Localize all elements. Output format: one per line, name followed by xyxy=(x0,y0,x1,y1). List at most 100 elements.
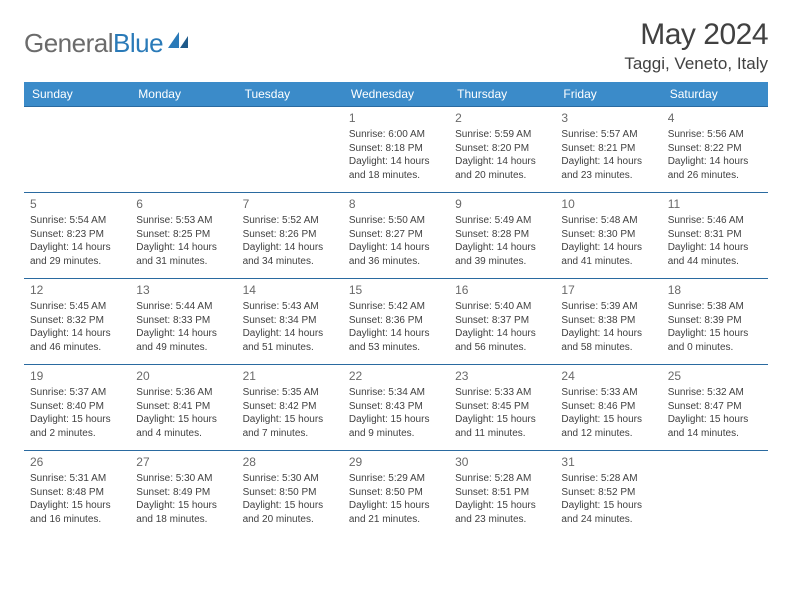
calendar-table: SundayMondayTuesdayWednesdayThursdayFrid… xyxy=(24,82,768,537)
sunset-line: Sunset: 8:38 PM xyxy=(561,314,655,328)
sunset-line: Sunset: 8:43 PM xyxy=(349,400,443,414)
sunrise-line: Sunrise: 5:29 AM xyxy=(349,472,443,486)
daylight-line-2: and 51 minutes. xyxy=(243,341,337,355)
daylight-line-1: Daylight: 15 hours xyxy=(243,413,337,427)
daylight-line-1: Daylight: 14 hours xyxy=(243,327,337,341)
daylight-line-1: Daylight: 15 hours xyxy=(561,413,655,427)
calendar-day-cell xyxy=(130,107,236,193)
daylight-line-2: and 0 minutes. xyxy=(668,341,762,355)
day-number: 5 xyxy=(30,196,124,212)
day-number: 7 xyxy=(243,196,337,212)
sunrise-line: Sunrise: 5:50 AM xyxy=(349,214,443,228)
day-number: 20 xyxy=(136,368,230,384)
daylight-line-1: Daylight: 14 hours xyxy=(349,241,443,255)
sunset-line: Sunset: 8:37 PM xyxy=(455,314,549,328)
sunrise-line: Sunrise: 5:38 AM xyxy=(668,300,762,314)
sunrise-line: Sunrise: 5:42 AM xyxy=(349,300,443,314)
daylight-line-1: Daylight: 14 hours xyxy=(561,155,655,169)
day-number: 2 xyxy=(455,110,549,126)
day-number: 21 xyxy=(243,368,337,384)
daylight-line-1: Daylight: 15 hours xyxy=(349,413,443,427)
calendar-day-cell: 5 Sunrise: 5:54 AMSunset: 8:23 PMDaylight… xyxy=(24,193,130,279)
daylight-line-1: Daylight: 14 hours xyxy=(30,241,124,255)
sunset-line: Sunset: 8:20 PM xyxy=(455,142,549,156)
sunrise-line: Sunrise: 5:43 AM xyxy=(243,300,337,314)
daylight-line-2: and 9 minutes. xyxy=(349,427,443,441)
sunrise-line: Sunrise: 5:57 AM xyxy=(561,128,655,142)
sunset-line: Sunset: 8:50 PM xyxy=(243,486,337,500)
daylight-line-1: Daylight: 14 hours xyxy=(455,327,549,341)
calendar-day-cell: 14Sunrise: 5:43 AMSunset: 8:34 PMDayligh… xyxy=(237,279,343,365)
calendar-week-row: 19Sunrise: 5:37 AMSunset: 8:40 PMDayligh… xyxy=(24,365,768,451)
sunset-line: Sunset: 8:45 PM xyxy=(455,400,549,414)
sunset-line: Sunset: 8:48 PM xyxy=(30,486,124,500)
day-number: 22 xyxy=(349,368,443,384)
daylight-line-1: Daylight: 15 hours xyxy=(30,499,124,513)
day-number: 17 xyxy=(561,282,655,298)
sunset-line: Sunset: 8:26 PM xyxy=(243,228,337,242)
sunset-line: Sunset: 8:21 PM xyxy=(561,142,655,156)
daylight-line-1: Daylight: 14 hours xyxy=(30,327,124,341)
daylight-line-2: and 39 minutes. xyxy=(455,255,549,269)
day-number: 26 xyxy=(30,454,124,470)
day-number: 6 xyxy=(136,196,230,212)
calendar-day-cell: 2Sunrise: 5:59 AMSunset: 8:20 PMDaylight… xyxy=(449,107,555,193)
daylight-line-2: and 24 minutes. xyxy=(561,513,655,527)
calendar-day-cell: 28Sunrise: 5:30 AMSunset: 8:50 PMDayligh… xyxy=(237,451,343,537)
sunset-line: Sunset: 8:31 PM xyxy=(668,228,762,242)
daylight-line-2: and 53 minutes. xyxy=(349,341,443,355)
day-number: 27 xyxy=(136,454,230,470)
logo: GeneralBlue xyxy=(24,18,189,59)
daylight-line-2: and 21 minutes. xyxy=(349,513,443,527)
day-header: Tuesday xyxy=(237,82,343,107)
daylight-line-2: and 20 minutes. xyxy=(243,513,337,527)
daylight-line-1: Daylight: 14 hours xyxy=(561,327,655,341)
daylight-line-1: Daylight: 15 hours xyxy=(455,499,549,513)
daylight-line-1: Daylight: 15 hours xyxy=(136,499,230,513)
sunset-line: Sunset: 8:34 PM xyxy=(243,314,337,328)
calendar-day-cell: 8Sunrise: 5:50 AMSunset: 8:27 PMDaylight… xyxy=(343,193,449,279)
day-number: 25 xyxy=(668,368,762,384)
sunset-line: Sunset: 8:40 PM xyxy=(30,400,124,414)
daylight-line-1: Daylight: 15 hours xyxy=(561,499,655,513)
day-header: Saturday xyxy=(662,82,768,107)
daylight-line-2: and 16 minutes. xyxy=(30,513,124,527)
day-number: 1 xyxy=(349,110,443,126)
daylight-line-2: and 7 minutes. xyxy=(243,427,337,441)
daylight-line-1: Daylight: 15 hours xyxy=(30,413,124,427)
calendar-day-cell: 6Sunrise: 5:53 AMSunset: 8:25 PMDaylight… xyxy=(130,193,236,279)
daylight-line-1: Daylight: 14 hours xyxy=(455,241,549,255)
sunset-line: Sunset: 8:23 PM xyxy=(30,228,124,242)
calendar-day-cell: 15Sunrise: 5:42 AMSunset: 8:36 PMDayligh… xyxy=(343,279,449,365)
calendar-day-cell: 27Sunrise: 5:30 AMSunset: 8:49 PMDayligh… xyxy=(130,451,236,537)
calendar-day-cell: 3Sunrise: 5:57 AMSunset: 8:21 PMDaylight… xyxy=(555,107,661,193)
daylight-line-2: and 4 minutes. xyxy=(136,427,230,441)
daylight-line-2: and 44 minutes. xyxy=(668,255,762,269)
day-number: 11 xyxy=(668,196,762,212)
calendar-day-cell: 4Sunrise: 5:56 AMSunset: 8:22 PMDaylight… xyxy=(662,107,768,193)
daylight-line-2: and 18 minutes. xyxy=(349,169,443,183)
sunset-line: Sunset: 8:33 PM xyxy=(136,314,230,328)
daylight-line-1: Daylight: 14 hours xyxy=(668,155,762,169)
day-number: 9 xyxy=(455,196,549,212)
daylight-line-1: Daylight: 14 hours xyxy=(243,241,337,255)
daylight-line-2: and 36 minutes. xyxy=(349,255,443,269)
sunrise-line: Sunrise: 5:54 AM xyxy=(30,214,124,228)
daylight-line-2: and 31 minutes. xyxy=(136,255,230,269)
sunrise-line: Sunrise: 5:45 AM xyxy=(30,300,124,314)
calendar-day-cell: 20Sunrise: 5:36 AMSunset: 8:41 PMDayligh… xyxy=(130,365,236,451)
sunset-line: Sunset: 8:46 PM xyxy=(561,400,655,414)
day-header: Thursday xyxy=(449,82,555,107)
daylight-line-2: and 2 minutes. xyxy=(30,427,124,441)
day-header: Friday xyxy=(555,82,661,107)
calendar-day-cell xyxy=(24,107,130,193)
calendar-day-cell: 29Sunrise: 5:29 AMSunset: 8:50 PMDayligh… xyxy=(343,451,449,537)
calendar-day-cell: 25Sunrise: 5:32 AMSunset: 8:47 PMDayligh… xyxy=(662,365,768,451)
sunrise-line: Sunrise: 5:37 AM xyxy=(30,386,124,400)
sunset-line: Sunset: 8:18 PM xyxy=(349,142,443,156)
calendar-day-cell: 21Sunrise: 5:35 AMSunset: 8:42 PMDayligh… xyxy=(237,365,343,451)
day-number: 8 xyxy=(349,196,443,212)
sunrise-line: Sunrise: 5:48 AM xyxy=(561,214,655,228)
day-number: 10 xyxy=(561,196,655,212)
day-number: 16 xyxy=(455,282,549,298)
